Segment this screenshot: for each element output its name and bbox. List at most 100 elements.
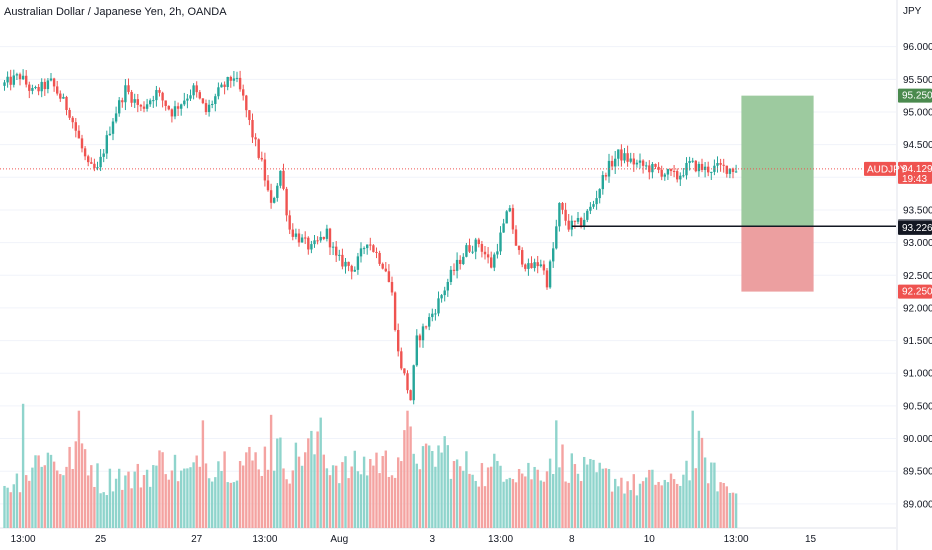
volume-bar	[598, 462, 601, 528]
candle-body	[245, 95, 248, 111]
time-axis[interactable]: 13:00 25 27 13:00 Aug 3 13:00 8 10 13:00 15	[11, 534, 817, 545]
volume-bar	[238, 461, 242, 528]
price-axis[interactable]: JPY96.00095.50095.00094.50094.00093.5009…	[903, 6, 932, 510]
volume-bar	[552, 474, 555, 528]
candle-body	[207, 104, 211, 113]
volume-bar	[703, 457, 707, 528]
y-tick-label: 89.500	[903, 467, 932, 478]
x-tick-label: 3	[430, 534, 436, 545]
volume-bar	[307, 438, 310, 528]
volume-bar	[632, 474, 635, 528]
candle-body	[52, 78, 56, 87]
volume-bar	[118, 468, 121, 528]
candle-body	[679, 175, 682, 180]
volume-bar	[269, 414, 273, 528]
candle-body	[56, 86, 59, 94]
candle-body	[530, 263, 533, 269]
volume-bar	[310, 430, 313, 528]
candle-body	[443, 290, 446, 296]
volume-bar	[524, 476, 527, 528]
candle-body	[400, 351, 403, 369]
candle-body	[300, 237, 304, 243]
volume-bar	[375, 452, 378, 528]
volume-bar	[102, 492, 105, 528]
volume-bar	[542, 481, 546, 528]
volume-bar	[428, 445, 431, 528]
candle-body	[731, 168, 735, 172]
volume-bar	[18, 492, 22, 528]
candle-body	[105, 135, 108, 154]
candle-body	[93, 163, 96, 169]
volume-bar	[620, 477, 623, 528]
candle-body	[697, 163, 701, 172]
volume-bar	[158, 450, 161, 528]
volume-bar	[418, 469, 422, 528]
volume-bar	[201, 420, 205, 528]
volume-bar	[161, 452, 164, 528]
x-tick-label: 8	[569, 534, 575, 545]
volume-bar	[672, 479, 676, 528]
volume-bar	[688, 480, 691, 528]
candle-body	[198, 92, 201, 99]
candle-body	[651, 163, 654, 173]
volume-bar	[322, 454, 325, 528]
volume-bar	[40, 466, 43, 528]
candle-body	[254, 137, 257, 140]
candle-body	[356, 256, 360, 270]
x-tick-label: 13:00	[11, 534, 36, 545]
volume-bars	[3, 403, 738, 528]
volume-bar	[486, 467, 490, 528]
candle-body	[149, 100, 152, 105]
candle-body	[682, 175, 685, 177]
candle-body	[80, 138, 84, 149]
volume-bar	[412, 453, 415, 528]
candle-body	[40, 81, 43, 92]
candle-body	[142, 106, 146, 109]
volume-bar	[260, 475, 263, 528]
candle-body	[514, 229, 518, 246]
candle-body	[366, 244, 369, 249]
candle-body	[223, 84, 226, 87]
candle-body	[211, 103, 214, 105]
candle-body	[462, 256, 465, 265]
candle-body	[691, 160, 694, 162]
volume-bar	[43, 465, 46, 528]
candle-body	[217, 87, 220, 97]
candle-body	[313, 240, 316, 245]
volume-bar	[248, 446, 251, 528]
candle-body	[220, 84, 223, 88]
candle-body	[3, 82, 6, 86]
candle-body	[167, 105, 170, 110]
candle-body	[276, 185, 279, 198]
volume-bar	[682, 474, 685, 528]
candle-body	[359, 248, 363, 257]
candle-body	[12, 75, 15, 85]
volume-bar	[490, 466, 493, 528]
volume-bar	[31, 467, 34, 528]
position-zones[interactable]	[741, 95, 814, 292]
price-tag	[898, 220, 932, 235]
candle-body	[421, 326, 425, 341]
candle-body	[152, 100, 155, 102]
volume-bar	[573, 464, 577, 528]
volume-bar	[300, 465, 304, 528]
candle-body	[490, 257, 493, 268]
volume-bar	[235, 480, 239, 528]
volume-bar	[344, 456, 347, 528]
candle-body	[567, 220, 570, 230]
candle-body	[304, 237, 307, 239]
volume-bar	[403, 430, 406, 528]
candle-body	[369, 244, 372, 246]
volume-bar	[341, 462, 344, 528]
candle-body	[480, 244, 484, 252]
candle-body	[552, 248, 555, 262]
candle-body	[68, 109, 71, 118]
candle-body	[331, 246, 335, 248]
volume-bar	[657, 481, 660, 528]
y-tick-label: 93.500	[903, 205, 932, 216]
volume-bar	[517, 468, 521, 528]
candle-body	[136, 99, 139, 105]
candle-body	[393, 292, 397, 330]
candle-body	[694, 160, 697, 172]
